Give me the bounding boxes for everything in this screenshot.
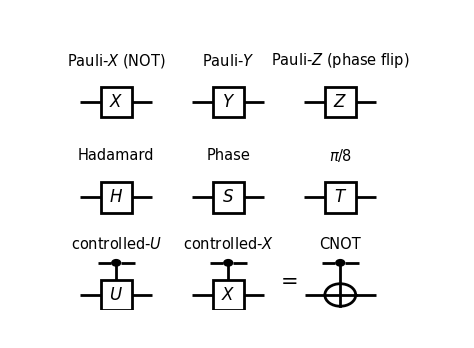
Circle shape [112, 260, 120, 266]
Circle shape [325, 284, 356, 306]
Bar [100, 182, 132, 213]
Text: CNOT: CNOT [319, 237, 361, 252]
Bar [213, 279, 244, 310]
Bar [213, 182, 244, 213]
Text: Pauli-$X$ (NOT): Pauli-$X$ (NOT) [67, 52, 165, 70]
Circle shape [224, 260, 233, 266]
Text: Phase: Phase [206, 148, 250, 163]
Bar [325, 182, 356, 213]
Text: $\pi$/8: $\pi$/8 [328, 147, 352, 164]
Text: $Y$: $Y$ [222, 93, 235, 111]
Text: $Z$: $Z$ [333, 93, 347, 111]
Text: controlled-$X$: controlled-$X$ [183, 236, 273, 252]
Circle shape [336, 260, 345, 266]
Text: $S$: $S$ [222, 188, 234, 206]
Text: $T$: $T$ [334, 188, 347, 206]
Text: $X$: $X$ [221, 286, 236, 304]
Bar [213, 87, 244, 118]
Bar [325, 87, 356, 118]
Text: Pauli-$Y$: Pauli-$Y$ [202, 53, 255, 69]
Text: $U$: $U$ [109, 286, 123, 304]
Text: $=$: $=$ [276, 270, 298, 290]
Text: Hadamard: Hadamard [78, 148, 155, 163]
Bar [100, 279, 132, 310]
Text: controlled-$U$: controlled-$U$ [71, 236, 162, 252]
Text: Pauli-$Z$ (phase flip): Pauli-$Z$ (phase flip) [271, 51, 410, 70]
Text: $X$: $X$ [109, 93, 123, 111]
Text: $H$: $H$ [109, 188, 123, 206]
Bar [100, 87, 132, 118]
